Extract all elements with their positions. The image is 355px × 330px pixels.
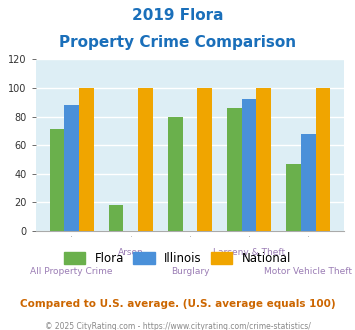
Bar <box>79 88 94 231</box>
Bar <box>64 105 79 231</box>
Text: 2019 Flora: 2019 Flora <box>132 8 223 23</box>
Text: Property Crime Comparison: Property Crime Comparison <box>59 35 296 50</box>
Text: Burglary: Burglary <box>171 267 209 276</box>
Bar <box>197 88 212 231</box>
Text: © 2025 CityRating.com - https://www.cityrating.com/crime-statistics/: © 2025 CityRating.com - https://www.city… <box>45 322 310 330</box>
Text: Motor Vehicle Theft: Motor Vehicle Theft <box>264 267 352 276</box>
Text: Arson: Arson <box>118 248 144 257</box>
Text: All Property Crime: All Property Crime <box>31 267 113 276</box>
Bar <box>256 88 271 231</box>
Bar <box>50 129 64 231</box>
Text: Larceny & Theft: Larceny & Theft <box>213 248 285 257</box>
Text: Compared to U.S. average. (U.S. average equals 100): Compared to U.S. average. (U.S. average … <box>20 299 335 309</box>
Bar <box>227 108 242 231</box>
Bar <box>109 205 124 231</box>
Bar <box>138 88 153 231</box>
Legend: Flora, Illinois, National: Flora, Illinois, National <box>59 247 296 270</box>
Bar <box>242 99 256 231</box>
Bar <box>316 88 330 231</box>
Bar <box>286 164 301 231</box>
Bar <box>168 116 182 231</box>
Bar <box>301 134 316 231</box>
